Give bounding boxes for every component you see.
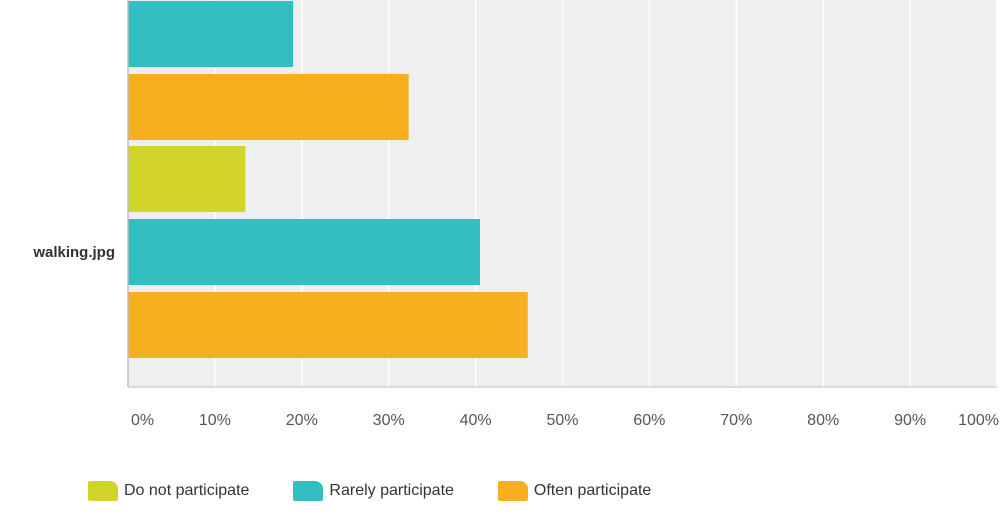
legend-item: Rarely participate <box>293 481 454 501</box>
x-tick-label: 50% <box>546 412 578 429</box>
legend-item: Do not participate <box>88 481 249 501</box>
legend-label: Do not participate <box>124 482 250 499</box>
legend-swatch <box>293 481 324 501</box>
x-tick-label: 40% <box>460 412 492 429</box>
legend-swatch <box>497 481 528 501</box>
legend-swatch <box>88 481 118 501</box>
legend-item: Often participate <box>497 481 652 501</box>
legend-label: Often participate <box>533 482 652 499</box>
x-tick-label: 100% <box>958 412 999 429</box>
x-tick-label: 70% <box>720 412 752 429</box>
bar <box>128 1 294 67</box>
bar <box>128 74 409 140</box>
x-tick-label: 10% <box>199 412 231 429</box>
bar <box>128 146 246 212</box>
legend: Do not participate Rarely participate Ofte… <box>88 480 695 502</box>
x-tick-label: 0% <box>131 412 154 429</box>
x-tick-label: 30% <box>373 412 405 429</box>
gridlines <box>214 0 998 387</box>
bar <box>128 292 528 358</box>
bars <box>128 1 528 358</box>
category-label: walking.jpg <box>32 244 115 261</box>
category-labels: walking.jpg <box>32 244 115 261</box>
x-tick-label: 60% <box>633 412 665 429</box>
legend-label: Rarely participate <box>329 482 454 499</box>
x-tick-label: 80% <box>807 412 839 429</box>
x-tick-label: 20% <box>286 412 318 429</box>
x-tick-label: 90% <box>894 412 926 429</box>
bar <box>128 219 480 285</box>
x-tick-labels: 0% 10% 20% 30% 40% 50% 60% 70% 80% 90% 100% <box>131 412 999 429</box>
